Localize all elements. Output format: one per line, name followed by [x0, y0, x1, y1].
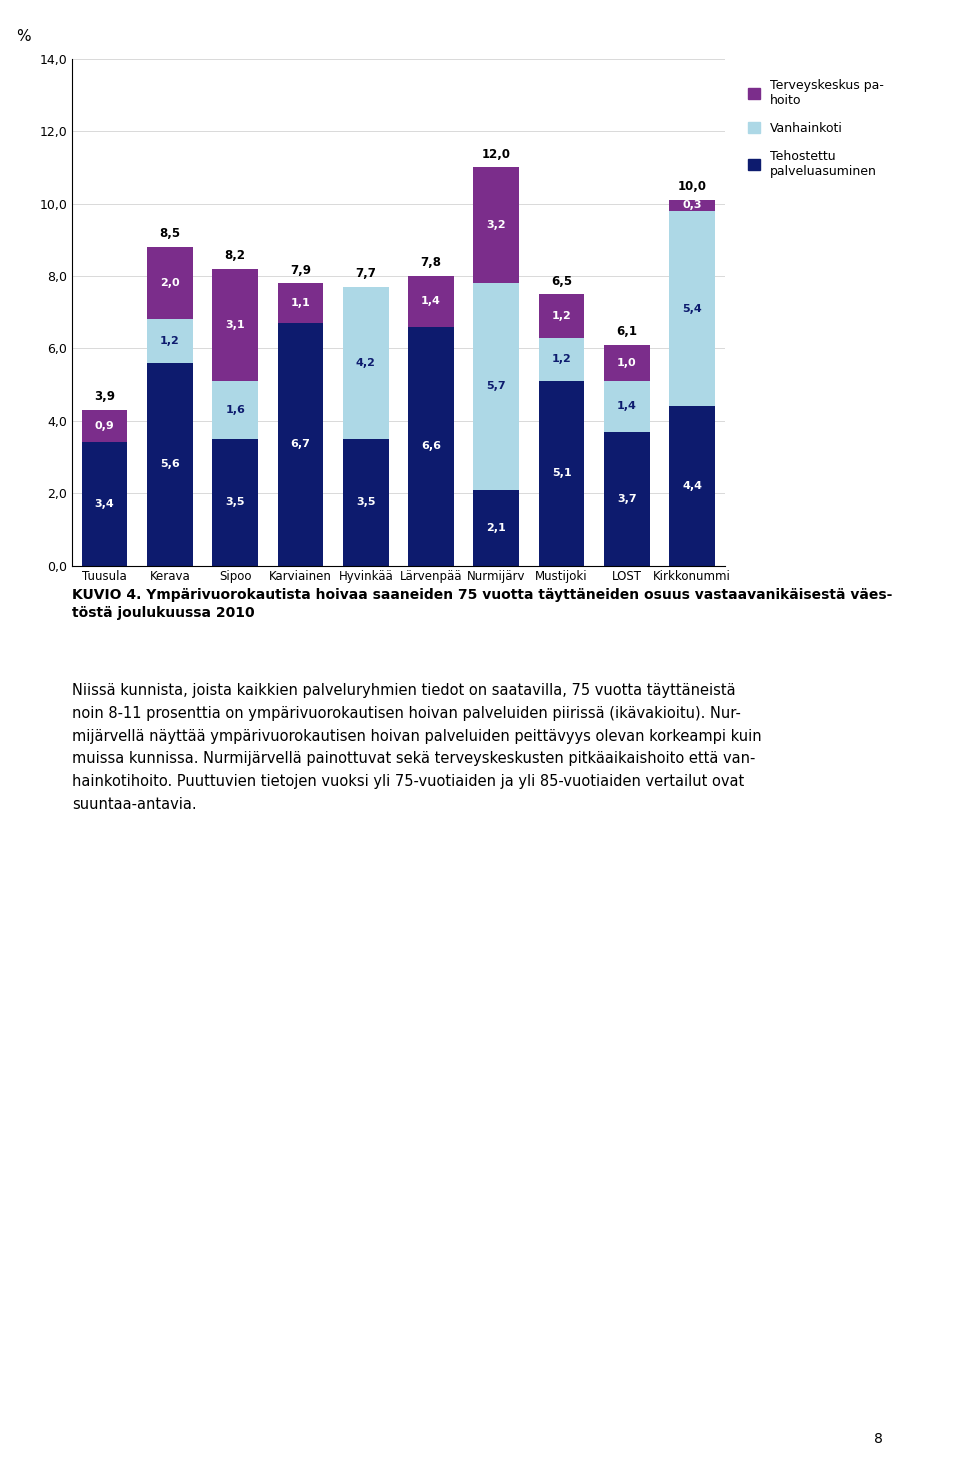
Text: 10,0: 10,0	[678, 181, 707, 194]
Text: Niissä kunnista, joista kaikkien palveluryhmien tiedot on saatavilla, 75 vuotta : Niissä kunnista, joista kaikkien palvelu…	[72, 683, 761, 812]
Bar	[669, 212, 715, 407]
Text: 2,1: 2,1	[487, 523, 506, 533]
Bar	[539, 380, 585, 566]
Bar	[343, 286, 389, 439]
Bar	[604, 432, 650, 566]
Bar	[669, 200, 715, 212]
Text: 3,4: 3,4	[95, 499, 114, 510]
Text: 1,1: 1,1	[291, 298, 310, 308]
Bar	[82, 442, 128, 566]
Text: 8,2: 8,2	[225, 250, 246, 261]
Text: 5,7: 5,7	[487, 382, 506, 391]
Bar	[212, 380, 258, 439]
Bar	[473, 167, 519, 284]
Text: 3,5: 3,5	[356, 497, 375, 507]
Text: 5,6: 5,6	[160, 460, 180, 469]
Text: 3,5: 3,5	[226, 497, 245, 507]
Text: %: %	[16, 28, 31, 44]
Text: 7,7: 7,7	[355, 267, 376, 281]
Legend: Terveyskeskus pa-
hoito, Vanhainkoti, Tehostettu
palveluasuminen: Terveyskeskus pa- hoito, Vanhainkoti, Te…	[744, 75, 888, 182]
Bar	[147, 363, 193, 566]
Text: 6,1: 6,1	[616, 325, 637, 338]
Text: 8,5: 8,5	[159, 228, 180, 241]
Text: 12,0: 12,0	[482, 148, 511, 160]
Bar	[604, 345, 650, 380]
Text: 5,4: 5,4	[683, 304, 702, 313]
Bar	[408, 276, 454, 326]
Text: 1,6: 1,6	[226, 405, 245, 414]
Bar	[539, 294, 585, 338]
Text: 3,2: 3,2	[487, 220, 506, 231]
Bar	[147, 247, 193, 319]
Text: 7,8: 7,8	[420, 257, 442, 269]
Text: 8: 8	[874, 1432, 883, 1445]
Bar	[408, 326, 454, 566]
Bar	[277, 323, 324, 566]
Text: 2,0: 2,0	[160, 278, 180, 288]
Text: 6,6: 6,6	[421, 441, 441, 451]
Bar	[669, 407, 715, 566]
Bar	[147, 319, 193, 363]
Text: 6,7: 6,7	[291, 439, 310, 450]
Text: 4,2: 4,2	[356, 358, 375, 367]
Bar	[604, 380, 650, 432]
Text: 3,7: 3,7	[617, 494, 636, 504]
Bar	[212, 439, 258, 566]
Text: 1,4: 1,4	[617, 401, 636, 411]
Text: 4,4: 4,4	[683, 480, 702, 491]
Bar	[473, 284, 519, 489]
Text: 1,2: 1,2	[552, 311, 571, 320]
Bar	[539, 338, 585, 380]
Text: KUVIO 4. Ympärivuorokautista hoivaa saaneiden 75 vuotta täyttäneiden osuus vasta: KUVIO 4. Ympärivuorokautista hoivaa saan…	[72, 588, 893, 620]
Bar	[473, 489, 519, 566]
Bar	[277, 284, 324, 323]
Text: 1,2: 1,2	[552, 354, 571, 364]
Text: 3,9: 3,9	[94, 391, 115, 404]
Bar	[82, 410, 128, 442]
Text: 6,5: 6,5	[551, 275, 572, 288]
Bar	[212, 269, 258, 380]
Text: 1,2: 1,2	[160, 336, 180, 347]
Text: 0,3: 0,3	[683, 200, 702, 210]
Text: 7,9: 7,9	[290, 264, 311, 276]
Bar	[343, 439, 389, 566]
Text: 5,1: 5,1	[552, 469, 571, 479]
Text: 0,9: 0,9	[95, 422, 114, 432]
Text: 3,1: 3,1	[226, 320, 245, 331]
Text: 1,4: 1,4	[421, 297, 441, 307]
Text: 1,0: 1,0	[617, 358, 636, 367]
